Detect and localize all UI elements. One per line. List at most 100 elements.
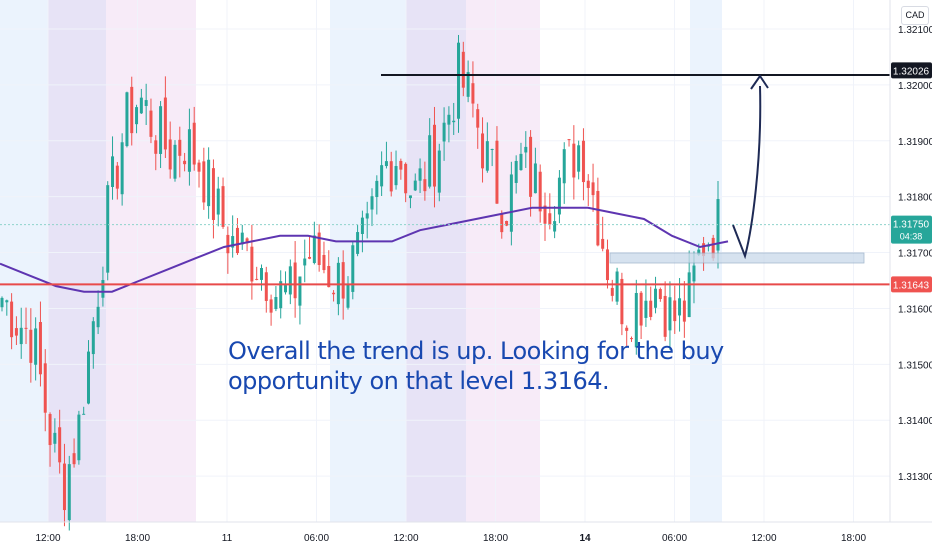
candle-body	[639, 292, 643, 326]
candle-body	[375, 180, 379, 198]
time-tick-label: 12:00	[393, 533, 418, 544]
session-band	[466, 0, 540, 522]
time-tick-label: 06:00	[662, 533, 687, 544]
session-band	[0, 0, 48, 522]
candle-body	[605, 249, 609, 281]
candle-body	[264, 272, 268, 301]
text-annotation[interactable]: Overall the trend is up. Looking for the…	[228, 337, 731, 395]
candle-body	[202, 161, 206, 203]
candle-body	[86, 351, 90, 404]
candle-body	[702, 243, 706, 257]
candle-body	[106, 185, 110, 273]
candle-body	[365, 213, 369, 219]
session-band	[330, 0, 406, 522]
price-tick-label: 1.31300	[898, 472, 932, 483]
candle-body	[178, 139, 182, 156]
candle-body	[346, 283, 350, 308]
candle-body	[360, 217, 364, 235]
candle-body	[500, 214, 504, 233]
candle-body	[38, 321, 42, 375]
session-background	[0, 0, 722, 522]
candle-body	[615, 271, 619, 302]
time-tick-label: 06:00	[304, 533, 329, 544]
candle-body	[485, 141, 489, 171]
time-tick-label: 18:00	[483, 533, 508, 544]
candle-body	[72, 453, 76, 465]
candle-body	[596, 190, 600, 246]
candle-body	[29, 329, 33, 363]
session-band	[106, 0, 196, 522]
candle-body	[543, 205, 547, 224]
time-tick-label: 12:00	[751, 533, 776, 544]
overlays	[0, 206, 890, 293]
currency-button[interactable]: CAD	[901, 6, 929, 25]
price-tick-label: 1.31400	[898, 416, 932, 427]
projection-arrow[interactable]	[732, 85, 762, 260]
price-tick-label: 1.31900	[898, 137, 932, 148]
candle-body	[697, 249, 701, 255]
candle-body	[620, 278, 624, 325]
candle-body	[173, 144, 177, 179]
candle-body	[19, 327, 23, 345]
candle-body	[274, 296, 278, 310]
time-scale[interactable]: 12:00 18:00 11 06:00 12:00 18:00 14 06:00 12:00 1…	[35, 533, 866, 544]
candle-body	[312, 235, 316, 264]
candle-body	[120, 142, 124, 195]
candle-body	[259, 267, 263, 280]
time-tick-label: 12:00	[35, 533, 60, 544]
resistance-price-tag	[891, 62, 932, 79]
candle-body	[67, 464, 71, 521]
candle-body	[399, 160, 403, 170]
candle-body	[284, 285, 288, 293]
candle-body	[370, 196, 374, 210]
candle-body	[437, 150, 441, 193]
candle-body	[548, 213, 552, 225]
candle-body	[644, 300, 648, 318]
candle-body	[192, 122, 196, 165]
support-price-tag	[891, 276, 932, 293]
price-tick-label: 1.32000	[898, 81, 932, 92]
candle-body	[10, 301, 14, 338]
axes	[0, 0, 932, 523]
candle-body	[235, 227, 239, 254]
candle-body	[211, 168, 215, 220]
candle-body	[221, 186, 225, 227]
grid	[0, 0, 890, 522]
session-band	[48, 0, 106, 522]
candle-body	[673, 300, 677, 322]
candle-body	[481, 133, 485, 169]
candle-body	[341, 262, 345, 299]
candle-body	[62, 463, 66, 511]
candle-body	[240, 232, 244, 245]
candle-body	[457, 42, 461, 119]
candle-body	[317, 232, 321, 266]
candle-body	[135, 107, 139, 125]
candle-body	[5, 300, 9, 303]
candle-body	[658, 289, 662, 300]
last-price-text: 1.31750	[893, 220, 930, 231]
candle-body	[226, 234, 230, 254]
candle-body	[581, 140, 585, 183]
candle-body	[293, 262, 297, 299]
candle-body	[682, 300, 686, 322]
candle-body	[96, 306, 100, 328]
candle-body	[687, 272, 691, 318]
candle-body	[356, 232, 360, 254]
support-zone-box[interactable]	[609, 252, 865, 264]
candle-body	[380, 165, 384, 187]
candle-body	[384, 161, 388, 167]
candle-body	[649, 300, 653, 317]
candle-body	[408, 195, 412, 199]
price-tick-label: 1.31800	[898, 193, 932, 204]
candle-body	[34, 328, 38, 365]
candle-body	[538, 171, 542, 212]
user-drawings[interactable]	[381, 74, 890, 264]
moving-average-line	[0, 206, 729, 293]
candle-body	[668, 297, 672, 331]
candle-body	[562, 149, 566, 184]
price-scale[interactable]: 1.32100 1.32000 1.31900 1.31800 1.31700 1.316…	[898, 25, 932, 483]
candle-body	[250, 246, 254, 282]
resistance-price-text: 1.32026	[893, 66, 930, 77]
